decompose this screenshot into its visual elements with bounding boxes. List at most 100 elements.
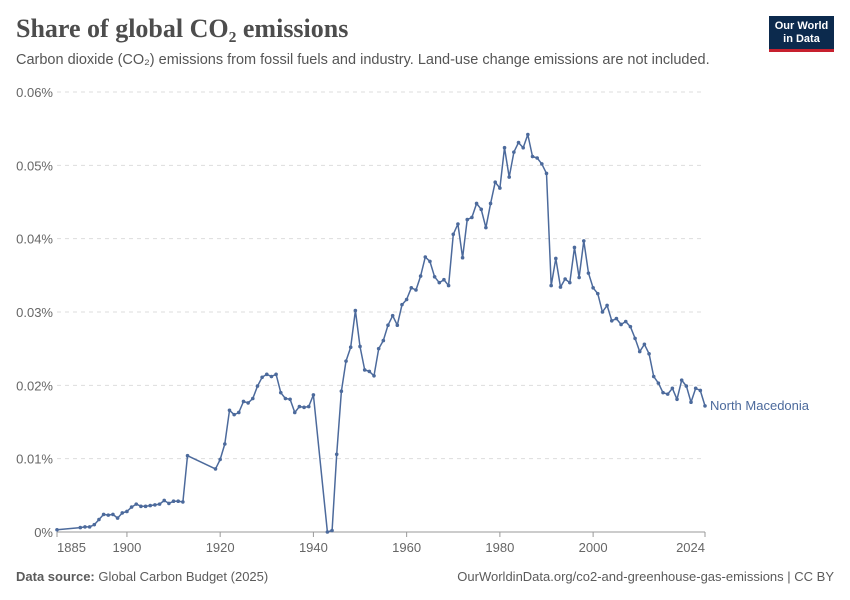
data-point[interactable] [577,275,581,280]
data-point[interactable] [633,336,637,341]
data-point[interactable] [269,374,274,379]
data-point[interactable] [274,372,278,377]
data-point[interactable] [176,499,181,504]
data-point[interactable] [223,442,227,446]
data-point[interactable] [665,392,670,396]
data-point[interactable] [549,283,553,288]
data-point[interactable] [544,171,549,176]
data-point[interactable] [325,530,330,534]
data-point[interactable] [330,528,334,533]
data-point[interactable] [637,349,642,354]
data-point[interactable] [451,232,456,237]
data-point[interactable] [129,505,134,509]
data-point[interactable] [381,338,386,343]
data-point[interactable] [442,277,446,282]
data-point[interactable] [409,286,414,290]
data-point[interactable] [647,352,651,356]
data-point[interactable] [679,378,684,383]
data-point[interactable] [400,302,404,307]
data-point[interactable] [55,528,59,532]
data-point[interactable] [139,504,143,509]
data-point[interactable] [614,316,619,321]
data-point[interactable] [554,256,558,261]
data-point[interactable] [120,511,125,515]
data-point[interactable] [334,452,339,457]
data-point[interactable] [693,386,698,391]
owid-logo[interactable]: Our World in Data [769,16,834,52]
data-point[interactable] [376,346,381,351]
data-point[interactable] [181,500,185,504]
data-point[interactable] [488,201,493,206]
data-point[interactable] [101,512,106,517]
data-point[interactable] [689,400,693,405]
data-point[interactable] [264,372,269,377]
data-point[interactable] [255,384,260,388]
data-point[interactable] [83,525,87,529]
series-line[interactable] [56,133,706,533]
data-point[interactable] [432,275,437,279]
data-point[interactable] [227,408,232,413]
data-source-value[interactable]: Global Carbon Budget (2025) [98,569,269,584]
data-point[interactable] [353,308,358,313]
data-point[interactable] [106,513,111,517]
data-point[interactable] [153,503,157,507]
data-point[interactable] [143,504,148,509]
data-point[interactable] [558,285,563,289]
data-point[interactable] [414,288,418,292]
data-point[interactable] [609,319,614,323]
data-point[interactable] [651,374,656,379]
data-point[interactable] [87,525,92,529]
data-point[interactable] [474,201,479,206]
data-point[interactable] [111,512,115,517]
data-point[interactable] [675,397,679,402]
data-point[interactable] [535,156,539,160]
data-point[interactable] [460,255,465,260]
data-point[interactable] [362,368,367,372]
data-point[interactable] [605,303,609,308]
data-point[interactable] [530,154,535,159]
data-point[interactable] [348,345,353,350]
data-point[interactable] [418,274,423,278]
data-point[interactable] [283,396,288,401]
data-point[interactable] [586,271,591,275]
data-point[interactable] [260,375,264,380]
data-point[interactable] [446,283,451,288]
data-point[interactable] [171,499,176,504]
data-point[interactable] [656,381,661,385]
data-point[interactable] [642,342,647,347]
data-point[interactable] [157,502,162,506]
data-point[interactable] [581,239,586,243]
data-point[interactable] [97,517,101,522]
data-point[interactable] [162,498,167,503]
data-point[interactable] [288,397,292,402]
footer-url[interactable]: OurWorldinData.org/co2-and-greenhouse-ga… [457,569,834,584]
data-point[interactable] [241,399,246,404]
data-point[interactable] [521,145,525,150]
data-point[interactable] [395,323,400,328]
data-point[interactable] [568,280,572,285]
data-point[interactable] [428,259,432,264]
data-point[interactable] [213,467,218,471]
data-point[interactable] [339,389,344,394]
data-point[interactable] [218,457,222,462]
data-point[interactable] [540,162,544,166]
series-label[interactable]: North Macedonia [710,398,810,413]
data-point[interactable] [591,286,595,290]
data-point[interactable] [600,310,605,314]
data-point[interactable] [78,525,83,530]
data-point[interactable] [125,509,129,514]
data-point[interactable] [698,388,703,393]
data-point[interactable] [479,207,484,212]
data-point[interactable] [372,374,376,378]
data-point[interactable] [493,180,498,184]
data-point[interactable] [661,390,665,395]
data-point[interactable] [512,150,516,154]
data-point[interactable] [237,410,241,415]
data-point[interactable] [619,322,623,327]
data-point[interactable] [516,140,521,145]
data-point[interactable] [292,410,297,415]
data-point[interactable] [498,186,502,190]
data-point[interactable] [437,280,442,285]
data-point[interactable] [507,175,512,179]
data-point[interactable] [344,359,348,363]
